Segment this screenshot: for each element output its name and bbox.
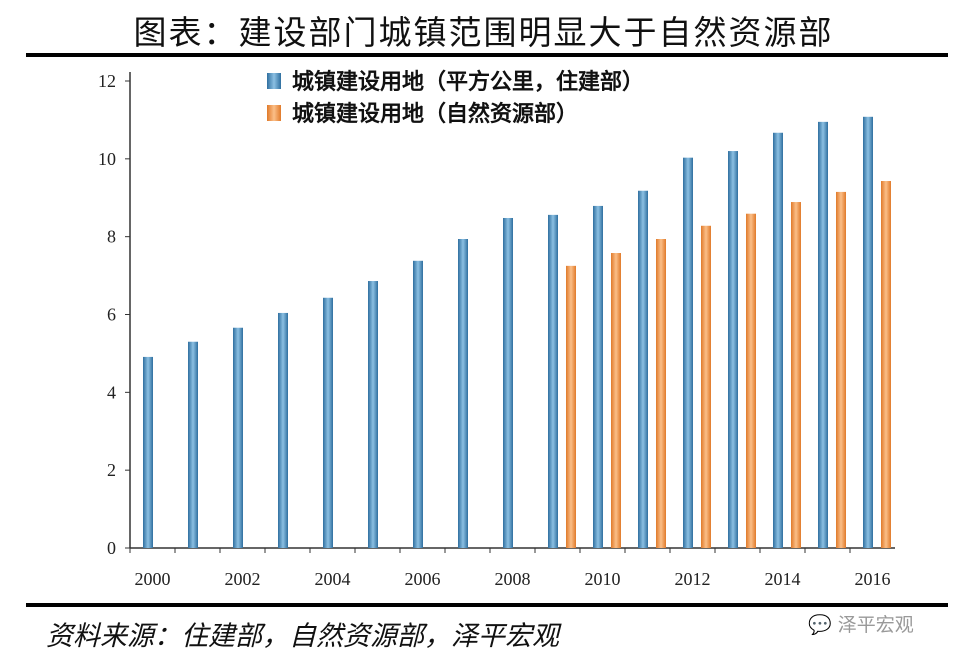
top-rule [26,53,948,57]
y-tick-label: 10 [98,149,116,169]
bar-housing-2000 [143,356,153,548]
bar-housing-2007 [458,239,468,549]
bar-housing-2001 [188,341,198,548]
y-tick-label: 12 [98,71,116,91]
bar-housing-2006 [413,260,423,548]
bar-natural-resources-2012 [701,225,711,548]
x-tick-label: 2004 [315,569,351,589]
bar-chart: 0 2 4 6 8 10 12 2000 2002 2004 2006 2008 2010 2012 201… [98,69,895,589]
x-tick-label: 2012 [675,569,711,589]
bar-housing-2005 [368,281,378,548]
bar-housing-2013 [728,151,738,549]
bar-natural-resources-2015 [836,191,846,548]
x-tick-label: 2014 [765,569,801,589]
bar-natural-resources-2016 [881,181,891,548]
bar-housing-2002 [233,327,243,548]
bar-housing-2012 [683,157,693,548]
watermark-text: 泽平宏观 [837,614,914,636]
bar-housing-2009 [548,214,558,548]
y-tick-label: 0 [107,538,116,558]
bar-housing-2003 [278,312,288,548]
bar-housing-2014 [773,132,783,549]
bar-natural-resources-2011 [656,239,666,549]
source-note: 资料来源：住建部，自然资源部，泽平宏观 [46,621,559,652]
legend-swatch-1 [267,105,281,121]
legend-label-0: 城镇建设用地（平方公里，住建部） [292,69,644,94]
bar-housing-2011 [638,190,648,548]
x-tick-label: 2000 [135,569,171,589]
x-tick-label: 2002 [225,569,261,589]
y-tick-label: 4 [107,382,116,402]
y-tick-label: 2 [107,460,116,480]
y-tick-label: 6 [107,305,116,325]
bar-housing-2010 [593,205,603,549]
bar-natural-resources-2009 [566,265,576,548]
bar-housing-2015 [818,121,828,549]
bar-housing-2016 [863,116,873,548]
x-tick-label: 2008 [495,569,531,589]
legend-swatch-0 [267,73,281,89]
x-tick-label: 2016 [855,569,891,589]
y-tick-label: 8 [107,227,116,247]
wechat-icon: 💬 [808,614,832,636]
x-tick-label: 2006 [405,569,441,589]
bar-natural-resources-2013 [746,213,756,549]
x-tick-label: 2010 [585,569,621,589]
bar-housing-2004 [323,297,333,548]
legend-label-1: 城镇建设用地（自然资源部） [292,101,578,126]
bar-housing-2008 [503,217,513,548]
watermark: 💬 泽平宏观 [808,610,914,637]
bar-natural-resources-2010 [611,253,621,549]
bar-natural-resources-2014 [791,202,801,549]
bottom-rule [26,603,948,607]
figure-title: 图表：建设部门城镇范围明显大于自然资源部 [133,13,834,52]
